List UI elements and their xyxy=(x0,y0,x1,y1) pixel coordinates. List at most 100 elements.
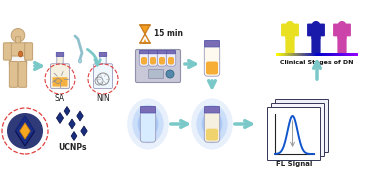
FancyBboxPatch shape xyxy=(298,52,299,56)
Text: UCNPs: UCNPs xyxy=(58,144,86,153)
Ellipse shape xyxy=(79,59,82,63)
FancyBboxPatch shape xyxy=(157,52,167,66)
Text: SA: SA xyxy=(55,94,65,102)
FancyBboxPatch shape xyxy=(282,52,283,56)
FancyBboxPatch shape xyxy=(303,52,304,56)
FancyBboxPatch shape xyxy=(57,55,63,66)
FancyBboxPatch shape xyxy=(149,70,164,78)
FancyBboxPatch shape xyxy=(139,52,149,66)
FancyBboxPatch shape xyxy=(329,52,330,56)
FancyBboxPatch shape xyxy=(354,52,355,56)
FancyBboxPatch shape xyxy=(295,52,296,56)
Polygon shape xyxy=(140,25,150,34)
FancyBboxPatch shape xyxy=(140,111,156,142)
FancyBboxPatch shape xyxy=(296,52,297,56)
FancyBboxPatch shape xyxy=(320,52,321,56)
FancyBboxPatch shape xyxy=(346,52,347,56)
FancyBboxPatch shape xyxy=(99,52,107,56)
Ellipse shape xyxy=(201,111,222,137)
FancyBboxPatch shape xyxy=(204,45,220,76)
FancyBboxPatch shape xyxy=(347,52,348,56)
FancyBboxPatch shape xyxy=(319,52,320,56)
FancyBboxPatch shape xyxy=(315,52,316,56)
FancyBboxPatch shape xyxy=(301,52,302,56)
Text: Clinical Stages of DN: Clinical Stages of DN xyxy=(280,60,354,65)
FancyBboxPatch shape xyxy=(307,24,313,36)
FancyBboxPatch shape xyxy=(304,52,305,56)
FancyBboxPatch shape xyxy=(271,103,324,156)
FancyBboxPatch shape xyxy=(308,52,309,56)
FancyBboxPatch shape xyxy=(330,52,331,56)
FancyBboxPatch shape xyxy=(333,52,334,56)
FancyBboxPatch shape xyxy=(290,52,291,56)
FancyBboxPatch shape xyxy=(148,52,158,66)
FancyBboxPatch shape xyxy=(353,52,354,56)
FancyBboxPatch shape xyxy=(337,52,338,56)
FancyBboxPatch shape xyxy=(301,52,302,56)
FancyBboxPatch shape xyxy=(338,36,342,54)
FancyBboxPatch shape xyxy=(326,52,327,56)
Text: NIN: NIN xyxy=(96,94,110,102)
FancyBboxPatch shape xyxy=(280,52,281,56)
FancyBboxPatch shape xyxy=(11,56,25,65)
FancyBboxPatch shape xyxy=(311,36,317,54)
FancyBboxPatch shape xyxy=(294,52,295,56)
FancyBboxPatch shape xyxy=(159,57,165,65)
Ellipse shape xyxy=(127,98,169,150)
FancyBboxPatch shape xyxy=(315,36,321,54)
FancyBboxPatch shape xyxy=(343,52,344,56)
Polygon shape xyxy=(77,111,83,121)
FancyBboxPatch shape xyxy=(15,37,20,46)
FancyBboxPatch shape xyxy=(297,52,298,56)
FancyBboxPatch shape xyxy=(339,52,341,56)
FancyBboxPatch shape xyxy=(348,52,349,56)
FancyBboxPatch shape xyxy=(158,51,166,54)
FancyBboxPatch shape xyxy=(318,52,319,56)
FancyBboxPatch shape xyxy=(356,52,358,56)
FancyBboxPatch shape xyxy=(328,52,329,56)
FancyBboxPatch shape xyxy=(300,52,301,56)
FancyBboxPatch shape xyxy=(311,52,312,56)
Circle shape xyxy=(166,70,174,78)
FancyBboxPatch shape xyxy=(53,77,68,86)
Ellipse shape xyxy=(191,98,233,150)
FancyBboxPatch shape xyxy=(293,24,299,36)
FancyBboxPatch shape xyxy=(279,52,280,56)
FancyBboxPatch shape xyxy=(321,52,322,56)
FancyBboxPatch shape xyxy=(279,52,280,56)
Ellipse shape xyxy=(19,51,23,57)
FancyBboxPatch shape xyxy=(141,107,155,113)
FancyBboxPatch shape xyxy=(296,52,297,56)
FancyBboxPatch shape xyxy=(322,52,323,56)
Polygon shape xyxy=(20,123,30,139)
FancyBboxPatch shape xyxy=(25,43,33,60)
FancyBboxPatch shape xyxy=(276,52,277,56)
FancyBboxPatch shape xyxy=(9,43,27,65)
Polygon shape xyxy=(71,132,77,140)
FancyBboxPatch shape xyxy=(319,24,325,36)
FancyBboxPatch shape xyxy=(291,52,292,56)
Polygon shape xyxy=(15,116,35,146)
FancyBboxPatch shape xyxy=(333,52,334,56)
FancyBboxPatch shape xyxy=(345,24,351,36)
FancyBboxPatch shape xyxy=(150,57,156,65)
FancyBboxPatch shape xyxy=(283,52,284,56)
FancyBboxPatch shape xyxy=(346,52,347,56)
FancyBboxPatch shape xyxy=(341,36,347,54)
FancyBboxPatch shape xyxy=(357,52,358,56)
FancyBboxPatch shape xyxy=(314,52,315,56)
FancyBboxPatch shape xyxy=(56,52,64,56)
FancyBboxPatch shape xyxy=(323,52,324,56)
FancyBboxPatch shape xyxy=(51,64,70,89)
FancyBboxPatch shape xyxy=(141,57,147,65)
Circle shape xyxy=(338,21,346,30)
FancyBboxPatch shape xyxy=(278,52,279,56)
FancyBboxPatch shape xyxy=(204,107,220,113)
FancyBboxPatch shape xyxy=(351,52,352,56)
Ellipse shape xyxy=(138,111,158,137)
Polygon shape xyxy=(81,126,87,136)
FancyBboxPatch shape xyxy=(324,52,325,56)
FancyBboxPatch shape xyxy=(285,52,286,56)
FancyBboxPatch shape xyxy=(168,57,174,65)
FancyBboxPatch shape xyxy=(349,52,350,56)
